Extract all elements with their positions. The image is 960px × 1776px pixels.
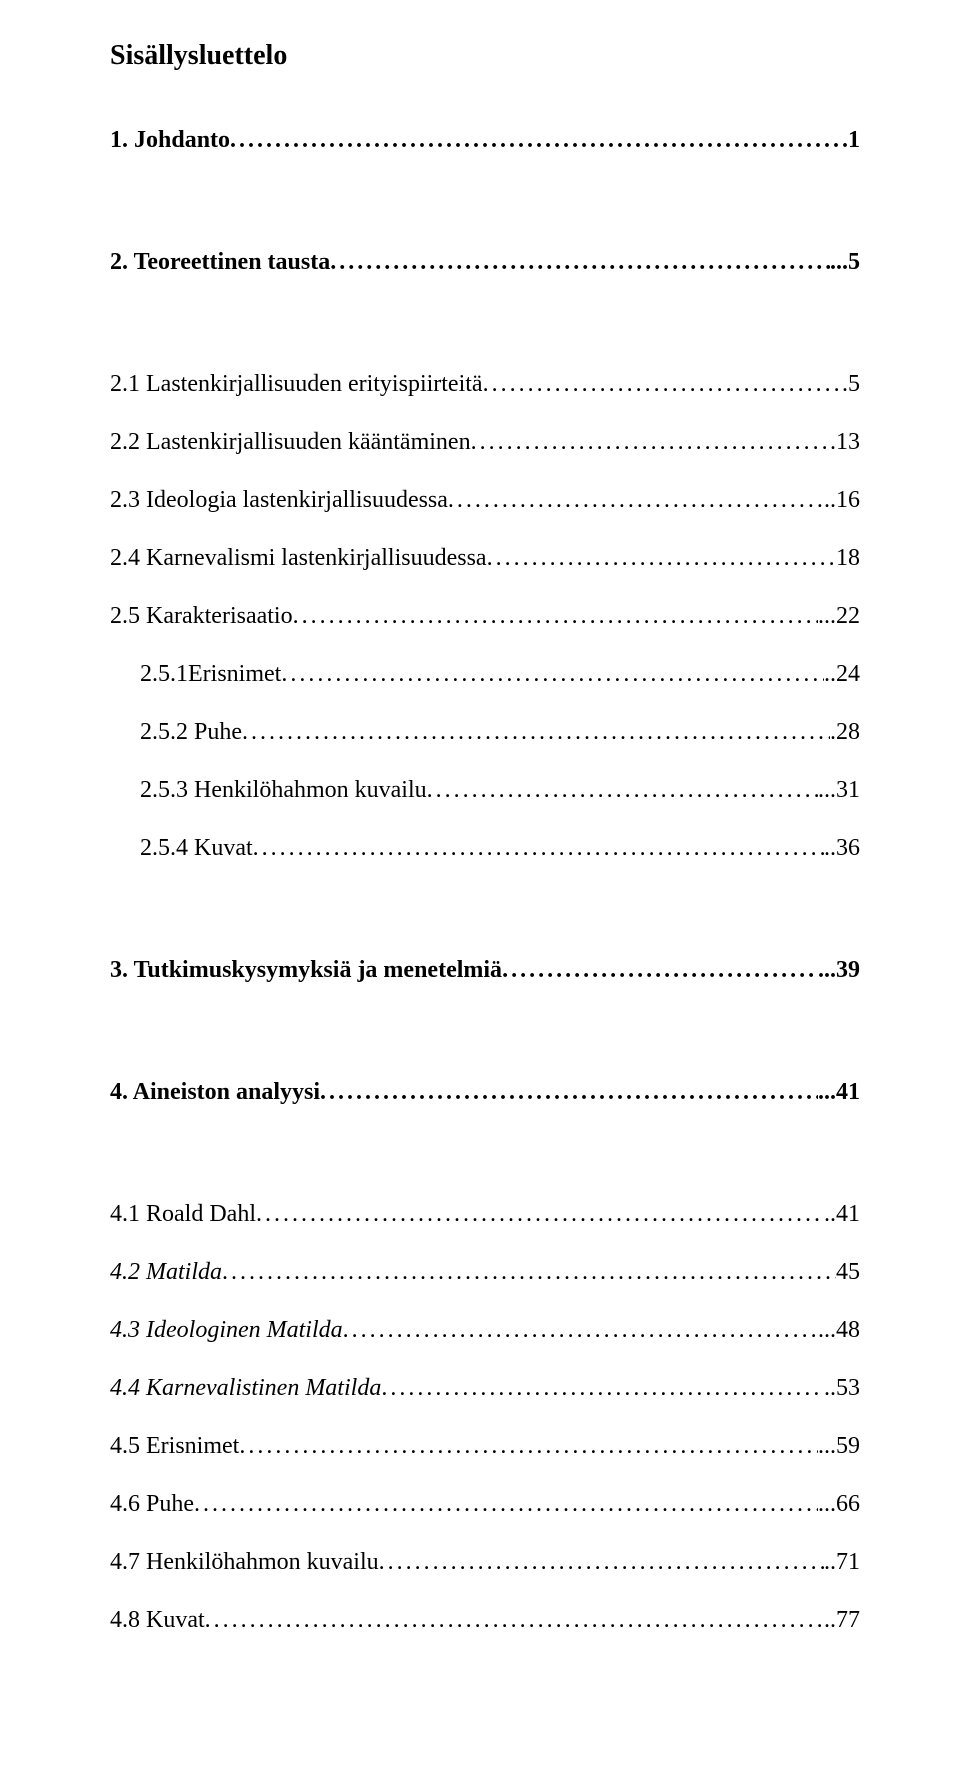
toc-entry-page: ..53 [824, 1376, 860, 1400]
toc-entry-label: 2.1 Lastenkirjallisuuden erityispiirteit… [110, 372, 483, 396]
toc-leader-dots [239, 1434, 818, 1458]
toc-entry: 4.2 Matilda 45 [110, 1260, 860, 1284]
toc-leader-dots [483, 372, 842, 396]
toc-entry-page: ..41 [824, 1202, 860, 1226]
toc-leader-dots [448, 488, 824, 512]
toc-entry: 4.4 Karnevalistinen Matilda ..53 [110, 1376, 860, 1400]
toc-leader-dots [256, 1202, 824, 1226]
toc-entry-label: 2. Teoreettinen tausta [110, 250, 330, 274]
toc-entry: 4.8 Kuvat ..77 [110, 1608, 860, 1632]
toc-entry: 2.3 Ideologia lastenkirjallisuudessa ..16 [110, 488, 860, 512]
toc-gap [110, 186, 860, 250]
toc-entry-label: 4.5 Erisnimet [110, 1434, 239, 1458]
toc-entry-page: .1 [842, 128, 860, 152]
toc-entry-page: .5 [842, 372, 860, 396]
toc-entry-label: 4.1 Roald Dahl [110, 1202, 256, 1226]
toc-leader-dots [471, 430, 830, 454]
toc-entry-label: 4.6 Puhe [110, 1492, 194, 1516]
toc-entry-label: 2.5 Karakterisaatio [110, 604, 293, 628]
toc-entry: 2.5.2 Puhe .28 [110, 720, 860, 744]
toc-entry: 2.1 Lastenkirjallisuuden erityispiirteit… [110, 372, 860, 396]
toc-leader-dots [330, 250, 830, 274]
toc-leader-dots [222, 1260, 836, 1284]
toc-entry: 4.7 Henkilöhahmon kuvailu ..71 [110, 1550, 860, 1574]
toc-leader-dots [205, 1608, 824, 1632]
toc-entry-label: 4.8 Kuvat [110, 1608, 205, 1632]
document-page: Sisällysluettelo 1. Johdanto .1 2. Teoreet… [0, 0, 960, 1706]
toc-leader-dots [427, 778, 818, 802]
toc-gap [110, 308, 860, 372]
toc-entry-page: ...22 [818, 604, 860, 628]
toc-gap [110, 894, 860, 958]
toc-entry-page: ...39 [818, 958, 860, 982]
toc-list: 1. Johdanto.12. Teoreettinen tausta...52… [110, 128, 860, 1632]
toc-entry: 4.5 Erisnimet ...59 [110, 1434, 860, 1458]
toc-entry-page: ...5 [830, 250, 860, 274]
toc-entry: 4.1 Roald Dahl ..41 [110, 1202, 860, 1226]
toc-entry: 2.2 Lastenkirjallisuuden kääntäminen .13 [110, 430, 860, 454]
toc-entry-page: ...66 [818, 1492, 860, 1516]
toc-entry-page: ..77 [824, 1608, 860, 1632]
toc-entry: 3. Tutkimuskysymyksiä ja menetelmiä ...39 [110, 958, 860, 982]
toc-leader-dots [381, 1376, 824, 1400]
toc-gap [110, 1016, 860, 1080]
toc-entry-label: 2.5.1Erisnimet [140, 662, 281, 686]
toc-entry-label: 4.7 Henkilöhahmon kuvailu [110, 1550, 379, 1574]
toc-entry-page: .13 [830, 430, 860, 454]
toc-entry-page: 45 [836, 1260, 860, 1284]
toc-entry-page: ...48 [818, 1318, 860, 1342]
toc-entry: 2.5.1Erisnimet ..24 [110, 662, 860, 686]
toc-leader-dots [343, 1318, 818, 1342]
toc-entry-page: ..16 [824, 488, 860, 512]
toc-leader-dots [502, 958, 818, 982]
toc-entry-label: 4.4 Karnevalistinen Matilda [110, 1376, 381, 1400]
toc-entry: 2.5.3 Henkilöhahmon kuvailu ...31 [110, 778, 860, 802]
toc-entry-page: ...41 [818, 1080, 860, 1104]
toc-gap [110, 1138, 860, 1202]
toc-leader-dots [293, 604, 818, 628]
toc-entry: 4.6 Puhe ...66 [110, 1492, 860, 1516]
toc-leader-dots [320, 1080, 818, 1104]
toc-title: Sisällysluettelo [110, 40, 860, 72]
toc-entry-page: ...31 [818, 778, 860, 802]
toc-entry: 4. Aineiston analyysi ...41 [110, 1080, 860, 1104]
toc-entry-page: .28 [830, 720, 860, 744]
toc-entry-label: 4.3 Ideologinen Matilda [110, 1318, 343, 1342]
toc-leader-dots [194, 1492, 818, 1516]
toc-entry-label: 2.5.2 Puhe [140, 720, 242, 744]
toc-entry-label: 2.3 Ideologia lastenkirjallisuudessa [110, 488, 448, 512]
toc-leader-dots [281, 662, 824, 686]
toc-entry: 1. Johdanto .1 [110, 128, 860, 152]
toc-leader-dots [379, 1550, 824, 1574]
toc-entry-label: 4. Aineiston analyysi [110, 1080, 320, 1104]
toc-entry-label: 2.5.3 Henkilöhahmon kuvailu [140, 778, 427, 802]
toc-entry-label: 4.2 Matilda [110, 1260, 222, 1284]
toc-entry-label: 2.5.4 Kuvat [140, 836, 253, 860]
toc-entry: 4.3 Ideologinen Matilda ...48 [110, 1318, 860, 1342]
toc-leader-dots [487, 546, 836, 570]
toc-entry-label: 2.4 Karnevalismi lastenkirjallisuudessa [110, 546, 487, 570]
toc-entry-page: 18 [836, 546, 860, 570]
toc-entry-label: 3. Tutkimuskysymyksiä ja menetelmiä [110, 958, 502, 982]
toc-entry-page: ...59 [818, 1434, 860, 1458]
toc-entry: 2.5.4 Kuvat ..36 [110, 836, 860, 860]
toc-entry-label: 2.2 Lastenkirjallisuuden kääntäminen [110, 430, 471, 454]
toc-leader-dots [230, 128, 842, 152]
toc-entry: 2.4 Karnevalismi lastenkirjallisuudessa 1… [110, 546, 860, 570]
toc-entry-page: ..71 [824, 1550, 860, 1574]
toc-entry-page: ..36 [824, 836, 860, 860]
toc-entry-label: 1. Johdanto [110, 128, 230, 152]
toc-entry: 2. Teoreettinen tausta ...5 [110, 250, 860, 274]
toc-entry-page: ..24 [824, 662, 860, 686]
toc-entry: 2.5 Karakterisaatio ...22 [110, 604, 860, 628]
toc-leader-dots [253, 836, 824, 860]
toc-leader-dots [242, 720, 830, 744]
